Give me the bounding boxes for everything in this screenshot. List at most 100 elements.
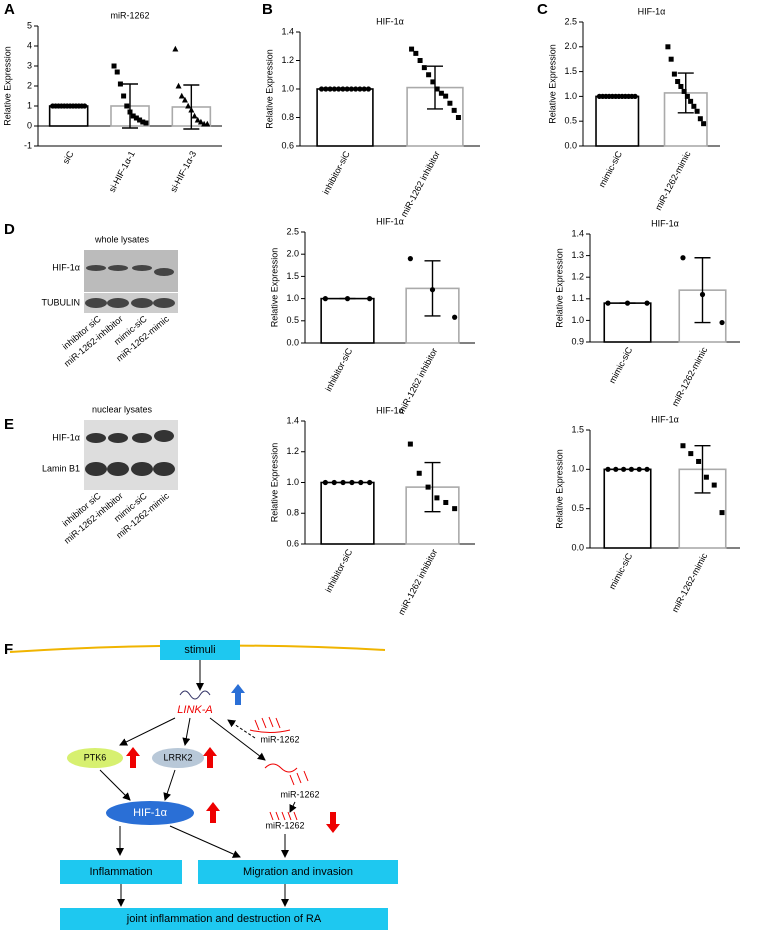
data-point bbox=[644, 300, 650, 306]
node-box bbox=[160, 640, 240, 660]
node-ellipse bbox=[106, 801, 194, 825]
data-point bbox=[124, 103, 130, 109]
y-tick-label: 1.0 bbox=[571, 464, 584, 474]
data-point bbox=[181, 96, 188, 103]
data-point bbox=[194, 116, 201, 123]
error-bar bbox=[427, 65, 443, 110]
western-blot: nuclear lysates HIF-1α Lamin B1 inhibito… bbox=[42, 404, 178, 546]
node-box bbox=[198, 860, 398, 884]
data-point bbox=[140, 119, 146, 125]
error-bar bbox=[677, 72, 694, 114]
data-point bbox=[121, 93, 127, 99]
data-point bbox=[688, 451, 694, 457]
y-tick-label: 0.9 bbox=[571, 336, 584, 346]
x-tick-label: miR-1262 inhibitor bbox=[399, 149, 442, 218]
data-point bbox=[361, 86, 367, 92]
y-axis-label: Relative Expression bbox=[269, 248, 279, 328]
down-arrow bbox=[326, 812, 340, 833]
data-point bbox=[425, 484, 431, 490]
blot-row-label: Lamin B1 bbox=[42, 463, 80, 473]
bar bbox=[320, 297, 375, 344]
data-point bbox=[111, 63, 117, 69]
chart-title: HIF-1α bbox=[651, 414, 679, 424]
node-label: LINK-A bbox=[177, 704, 212, 716]
y-axis-label: Relative Expression bbox=[554, 449, 564, 529]
y-tick-label: 2.0 bbox=[564, 41, 577, 51]
node-label: Inflammation bbox=[90, 866, 153, 878]
data-point bbox=[318, 86, 325, 92]
y-tick-label: -1 bbox=[24, 140, 32, 150]
node-ellipse bbox=[67, 748, 123, 768]
y-axis-label: Relative Expression bbox=[554, 248, 564, 328]
data-point bbox=[719, 319, 725, 326]
y-tick-label: 1.4 bbox=[571, 228, 584, 238]
data-point bbox=[701, 121, 707, 127]
y-tick-label: 2 bbox=[27, 80, 32, 90]
data-point bbox=[636, 466, 642, 472]
y-tick-label: 1.2 bbox=[281, 55, 294, 65]
data-point bbox=[696, 458, 702, 464]
node-box bbox=[60, 908, 388, 930]
x-tick-label: miR-1262-mimic bbox=[670, 551, 710, 614]
y-tick-label: 1.5 bbox=[571, 424, 584, 434]
panel-label: D bbox=[4, 221, 15, 238]
data-point bbox=[434, 495, 440, 501]
data-point bbox=[357, 86, 363, 92]
data-point bbox=[703, 474, 709, 480]
blot-bands bbox=[85, 430, 175, 476]
x-tick-label: inhibitor-siC bbox=[323, 547, 354, 594]
y-tick-label: 1.2 bbox=[571, 272, 584, 282]
data-point bbox=[133, 115, 139, 121]
up-arrow bbox=[206, 802, 220, 823]
data-point bbox=[185, 102, 192, 109]
y-tick-label: 2.5 bbox=[286, 226, 299, 236]
data-point bbox=[358, 479, 364, 486]
data-point bbox=[671, 71, 677, 77]
data-point bbox=[613, 466, 619, 472]
panel-label: F bbox=[4, 641, 13, 658]
y-tick-label: 1.0 bbox=[281, 83, 294, 93]
data-point bbox=[130, 113, 136, 119]
data-point bbox=[680, 255, 686, 261]
data-point bbox=[416, 470, 422, 476]
y-tick-label: 1 bbox=[27, 100, 32, 110]
data-point bbox=[367, 296, 373, 302]
node-label: stimuli bbox=[184, 644, 215, 656]
x-tick-label: siC bbox=[61, 149, 76, 166]
data-point bbox=[331, 479, 337, 486]
data-point bbox=[438, 90, 444, 96]
mirna-icon bbox=[249, 716, 291, 733]
y-tick-label: 1.3 bbox=[571, 250, 584, 260]
western-blot: whole lysates HIF-1α TUBULIN inhibitor s… bbox=[41, 234, 178, 369]
data-point bbox=[430, 79, 436, 85]
arrow bbox=[227, 719, 256, 739]
data-point bbox=[691, 103, 697, 109]
arrow bbox=[182, 717, 191, 746]
bar bbox=[603, 302, 652, 343]
data-point bbox=[668, 56, 674, 62]
blot-title: nuclear lysates bbox=[92, 404, 153, 414]
up-arrow bbox=[203, 747, 217, 768]
data-point bbox=[455, 115, 461, 120]
data-point bbox=[143, 120, 149, 126]
chart-title: HIF-1α bbox=[376, 405, 404, 415]
data-point bbox=[323, 86, 329, 92]
x-tick-label: mimic-siC bbox=[607, 551, 635, 591]
data-point bbox=[665, 44, 671, 50]
chart-title: HIF-1α bbox=[651, 218, 679, 228]
data-point bbox=[447, 100, 453, 106]
y-tick-label: 0 bbox=[27, 120, 32, 130]
rna-icon bbox=[179, 690, 211, 700]
arrow bbox=[99, 769, 131, 801]
data-point bbox=[204, 120, 211, 127]
data-point bbox=[331, 86, 337, 92]
data-point bbox=[137, 117, 143, 123]
y-tick-label: 1.4 bbox=[286, 415, 299, 425]
y-tick-label: 1.0 bbox=[286, 477, 299, 487]
y-tick-label: 5 bbox=[27, 20, 32, 30]
y-tick-label: 1.0 bbox=[286, 293, 299, 303]
x-tick-label: miR-1262 inhibitor bbox=[396, 547, 439, 616]
data-point bbox=[678, 83, 684, 89]
bar bbox=[603, 468, 652, 549]
